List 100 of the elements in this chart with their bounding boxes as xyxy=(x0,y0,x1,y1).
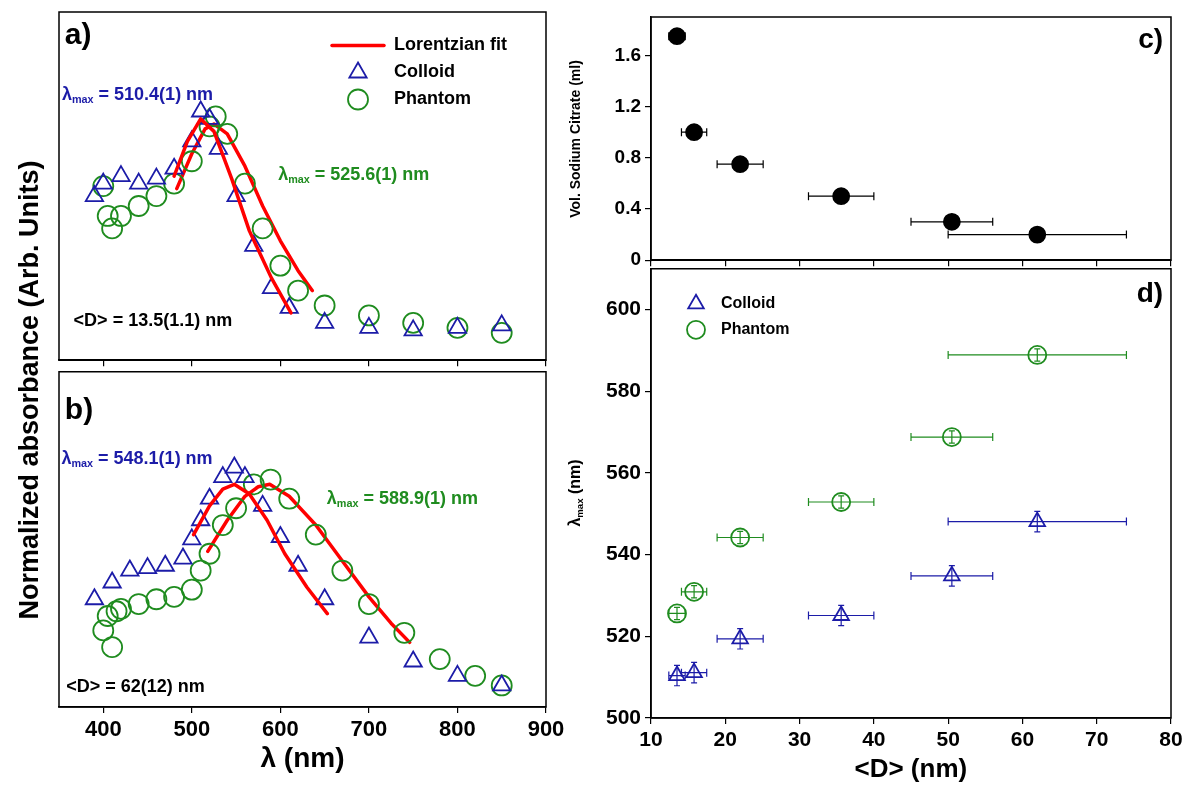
point xyxy=(490,321,513,344)
point xyxy=(403,319,423,337)
y-tick-label: 520 xyxy=(605,623,641,647)
point xyxy=(941,427,962,447)
point xyxy=(1028,511,1046,527)
point xyxy=(146,167,166,185)
point xyxy=(120,559,140,577)
point xyxy=(127,593,150,615)
point xyxy=(101,636,124,659)
point xyxy=(226,185,246,202)
point xyxy=(684,581,704,602)
point xyxy=(832,605,850,621)
point xyxy=(204,105,227,128)
point xyxy=(731,628,749,645)
point xyxy=(191,100,211,118)
point xyxy=(428,648,451,671)
point xyxy=(315,311,335,329)
point xyxy=(163,585,186,608)
point xyxy=(101,217,124,240)
point xyxy=(446,316,469,339)
point xyxy=(198,115,221,138)
point xyxy=(96,605,119,627)
point xyxy=(831,492,852,512)
y-tick-label: 540 xyxy=(605,541,641,565)
point xyxy=(358,304,380,327)
x-tick-label: 900 xyxy=(527,716,565,742)
x-tick-label: 600 xyxy=(262,716,299,742)
point xyxy=(331,559,354,582)
legend-label: Phantom xyxy=(394,88,472,109)
point xyxy=(942,212,961,231)
point xyxy=(182,130,202,148)
point xyxy=(668,665,686,681)
point xyxy=(259,468,282,491)
legend-label: Colloid xyxy=(721,294,776,312)
y-tick-label: 1.2 xyxy=(614,94,641,116)
legend-label: Colloid xyxy=(394,61,456,82)
point xyxy=(225,497,247,520)
point xyxy=(393,621,416,644)
chart-title: a) xyxy=(64,17,92,51)
point xyxy=(199,487,220,505)
x-tick-label: 500 xyxy=(173,716,211,742)
point xyxy=(208,137,228,155)
point xyxy=(173,547,193,565)
point xyxy=(1028,225,1047,244)
x-axis-title: <D> (nm) xyxy=(854,753,968,783)
point xyxy=(191,509,211,527)
chart-title: b) xyxy=(64,391,94,425)
chart-title: c) xyxy=(1138,23,1164,56)
x-tick-label: 10 xyxy=(639,727,663,751)
point xyxy=(234,172,256,195)
point xyxy=(129,172,149,190)
point xyxy=(1027,345,1048,365)
text: λ$_{max}$ = 510.4(1) nm xyxy=(61,84,214,107)
legend-label: Lorentzian fit xyxy=(394,34,508,55)
point xyxy=(137,557,158,575)
point xyxy=(145,185,168,207)
point xyxy=(288,554,308,572)
annotation: λ$_{max}$ = 588.9(1) nm xyxy=(326,488,479,511)
point xyxy=(199,108,220,125)
point xyxy=(216,122,239,145)
x-tick-label: 20 xyxy=(713,727,737,751)
point xyxy=(251,217,274,240)
x-tick-label: 60 xyxy=(1010,727,1035,751)
point xyxy=(110,597,132,620)
point xyxy=(253,494,273,512)
point xyxy=(402,311,425,334)
x-tick-label: 800 xyxy=(439,716,476,742)
point xyxy=(92,619,115,642)
x-tick-label: 80 xyxy=(1159,727,1183,751)
point xyxy=(84,588,104,606)
point xyxy=(359,316,379,334)
point xyxy=(96,205,119,227)
y-axis-title: Normalized absorbance (Arb. Units) xyxy=(14,160,45,620)
y-axis-title: Vol. Sodium Citrate (ml) xyxy=(567,59,584,218)
chart-title: d) xyxy=(1136,276,1164,309)
x-tick-label: 30 xyxy=(787,727,812,751)
point xyxy=(447,316,468,334)
point xyxy=(180,578,203,601)
point xyxy=(943,565,961,582)
point xyxy=(235,466,255,484)
point xyxy=(164,157,184,175)
point xyxy=(213,466,233,484)
point xyxy=(492,314,512,332)
point xyxy=(111,165,131,183)
point xyxy=(685,123,703,142)
x-tick-label: 50 xyxy=(936,727,960,751)
point xyxy=(224,456,244,474)
point xyxy=(189,559,212,582)
point xyxy=(155,554,175,572)
point xyxy=(279,297,299,314)
point xyxy=(730,527,751,548)
y-tick-label: 560 xyxy=(605,459,641,483)
point xyxy=(180,150,203,173)
point xyxy=(464,664,487,687)
point xyxy=(315,588,335,606)
point xyxy=(304,523,327,546)
y-tick-label: 580 xyxy=(605,378,641,402)
y-tick-label: 0.4 xyxy=(614,197,642,219)
y-tick-label: 1.6 xyxy=(614,43,641,65)
point xyxy=(269,254,292,277)
